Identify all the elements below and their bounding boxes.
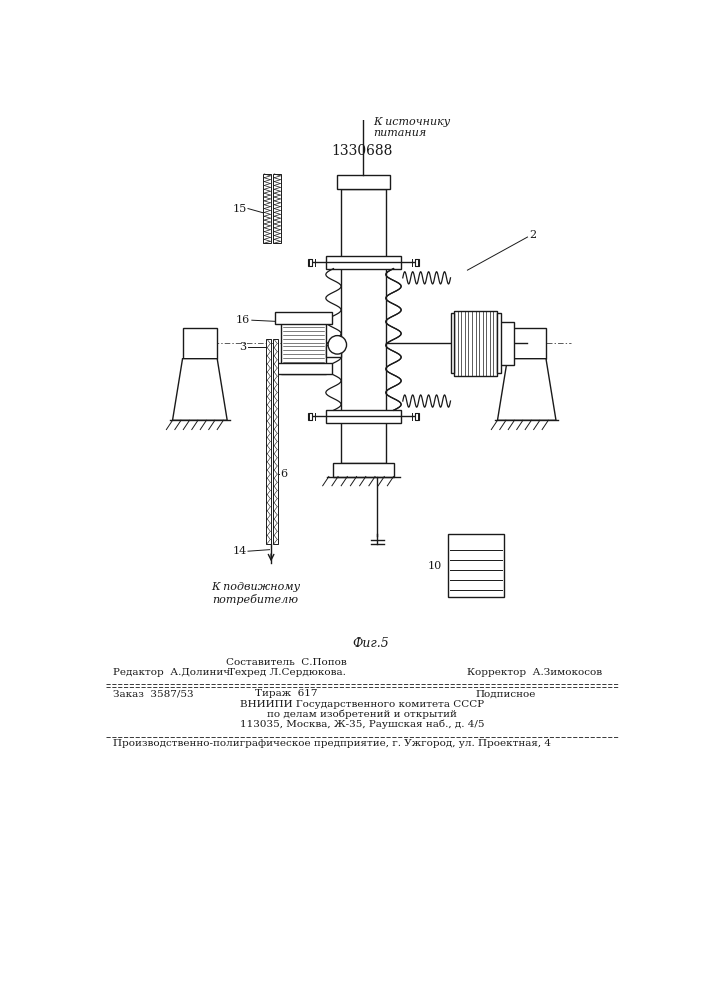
Bar <box>448 534 503 597</box>
Bar <box>450 313 455 373</box>
Text: Техред Л.Сердюкова.: Техред Л.Сердюкова. <box>228 668 346 677</box>
Text: Составитель  С.Попов: Составитель С.Попов <box>226 658 347 667</box>
Bar <box>415 413 419 420</box>
Bar <box>281 312 326 374</box>
Bar <box>500 322 514 365</box>
Bar <box>308 259 312 266</box>
Bar <box>267 339 271 544</box>
Bar <box>341 189 386 463</box>
Text: К подвижному
потребителю: К подвижному потребителю <box>211 582 300 605</box>
Text: Редактор  А.Долинич: Редактор А.Долинич <box>113 668 230 677</box>
Text: Производственно-полиграфическое предприятие, г. Ужгород, ул. Проектная, 4: Производственно-полиграфическое предприя… <box>113 739 551 748</box>
Bar <box>308 413 312 420</box>
Text: 6: 6 <box>281 469 288 479</box>
Text: ВНИИПИ Государственного комитета СССР: ВНИИПИ Государственного комитета СССР <box>240 700 484 709</box>
Circle shape <box>328 336 346 354</box>
Text: 14: 14 <box>232 546 247 556</box>
Text: 113035, Москва, Ж-35, Раушская наб., д. 4/5: 113035, Москва, Ж-35, Раушская наб., д. … <box>240 720 484 729</box>
Text: Тираж  617: Тираж 617 <box>255 689 317 698</box>
Text: Подписное: Подписное <box>475 689 535 698</box>
Text: 16: 16 <box>236 315 250 325</box>
Bar <box>182 328 217 359</box>
Bar <box>497 313 501 373</box>
Text: 1330688: 1330688 <box>332 144 392 158</box>
Bar <box>274 339 278 544</box>
Polygon shape <box>498 359 556 420</box>
Bar <box>275 363 332 374</box>
Text: К источнику
питания: К источнику питания <box>373 117 450 138</box>
Text: 15: 15 <box>232 204 247 214</box>
Bar <box>264 174 271 243</box>
Text: 2: 2 <box>529 231 536 240</box>
Text: Заказ  3587/53: Заказ 3587/53 <box>113 689 194 698</box>
Bar <box>326 256 402 269</box>
Bar <box>274 174 281 243</box>
Text: по делам изобретений и открытий: по делам изобретений и открытий <box>267 710 457 719</box>
Bar <box>275 312 332 324</box>
Bar <box>326 345 341 357</box>
Bar <box>337 175 390 189</box>
Text: Корректор  А.Зимокосов: Корректор А.Зимокосов <box>467 668 602 677</box>
Text: 10: 10 <box>428 561 442 571</box>
Bar <box>326 410 402 423</box>
Bar <box>455 311 497 376</box>
Text: 3: 3 <box>240 342 247 352</box>
Bar <box>333 463 395 477</box>
Bar <box>415 259 419 266</box>
Text: Фиг.5: Фиг.5 <box>353 637 390 650</box>
Bar <box>508 328 546 359</box>
Polygon shape <box>173 359 227 420</box>
